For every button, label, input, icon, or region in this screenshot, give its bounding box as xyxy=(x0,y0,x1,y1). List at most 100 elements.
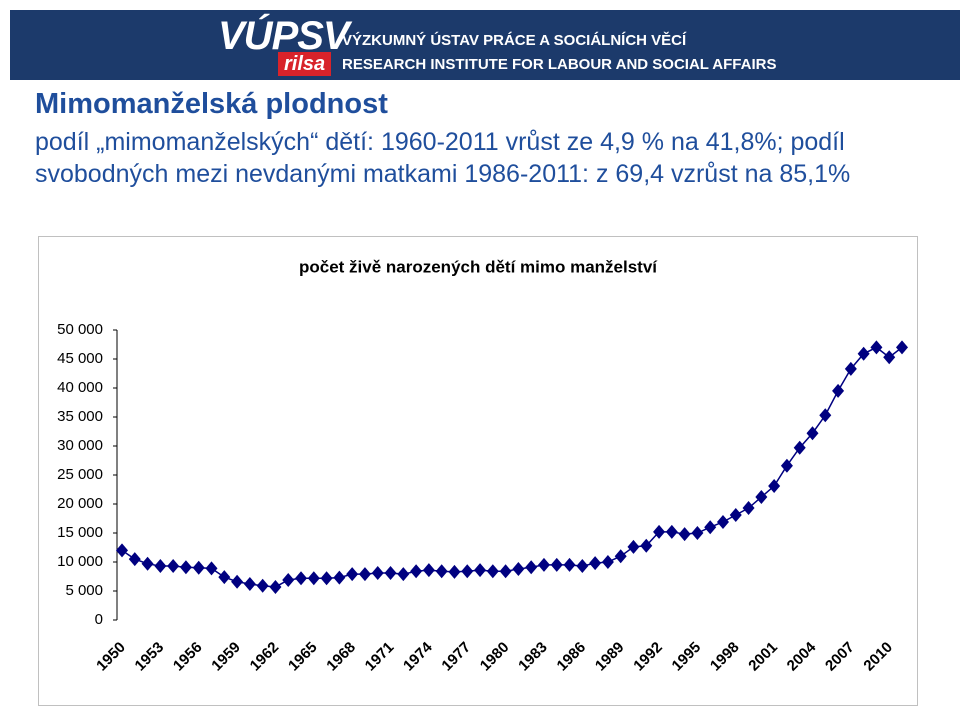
data-point xyxy=(601,555,614,569)
data-point xyxy=(704,520,717,535)
y-tick-label: 5 000 xyxy=(65,582,103,599)
data-point xyxy=(486,564,499,579)
x-tick-label: 1965 xyxy=(285,639,321,675)
data-point xyxy=(307,571,320,586)
institute-name: VÝZKUMNÝ ÚSTAV PRÁCE A SOCIÁLNÍCH VĚCÍ xyxy=(342,32,687,49)
data-point xyxy=(128,552,141,567)
x-tick-label: 1995 xyxy=(669,639,705,675)
data-point xyxy=(665,524,678,539)
chart-title: počet živě narozených dětí mimo manželst… xyxy=(299,257,658,276)
y-tick-label: 10 000 xyxy=(57,553,103,570)
data-point xyxy=(614,549,627,564)
data-point xyxy=(243,577,256,592)
data-point xyxy=(269,579,282,594)
x-tick-label: 1968 xyxy=(323,639,359,675)
data-point xyxy=(461,564,474,579)
data-point xyxy=(691,526,704,540)
data-point xyxy=(333,570,346,585)
data-point xyxy=(716,514,729,529)
data-point xyxy=(883,350,896,365)
data-point xyxy=(154,559,167,574)
data-point xyxy=(474,563,487,578)
slide-subtitle: podíl „mimomanželských“ dětí: 1960-2011 … xyxy=(35,128,851,188)
y-tick-label: 20 000 xyxy=(57,495,103,512)
data-point xyxy=(410,564,423,579)
x-tick-label: 1992 xyxy=(630,639,666,675)
data-point xyxy=(793,440,806,455)
x-tick-label: 1983 xyxy=(515,639,551,675)
data-point xyxy=(141,556,154,571)
data-point xyxy=(179,560,192,575)
y-tick-label: 40 000 xyxy=(57,379,103,396)
data-point xyxy=(384,566,397,581)
y-tick-label: 30 000 xyxy=(57,437,103,454)
data-point xyxy=(167,559,180,574)
data-point xyxy=(755,490,768,505)
data-point xyxy=(448,564,461,579)
data-point xyxy=(116,543,128,558)
x-tick-label: 1950 xyxy=(93,639,129,675)
data-point xyxy=(844,361,857,376)
data-point xyxy=(512,561,525,576)
data-point xyxy=(537,557,550,572)
x-tick-label: 1977 xyxy=(438,639,474,675)
data-point xyxy=(640,538,653,553)
x-tick-label: 2010 xyxy=(860,639,896,675)
logo-sub: rilsa xyxy=(278,52,332,76)
data-point xyxy=(806,426,819,441)
slide-title: Mimomanželská plodnost xyxy=(35,88,388,120)
x-tick-label: 1956 xyxy=(170,639,206,675)
data-point xyxy=(742,501,755,516)
data-point xyxy=(218,570,231,585)
data-point xyxy=(256,578,269,593)
data-point xyxy=(832,383,845,398)
data-point xyxy=(653,524,666,539)
y-tick-label: 45 000 xyxy=(57,350,103,367)
institute-name-en: RESEARCH INSTITUTE FOR LABOUR AND SOCIAL… xyxy=(342,56,777,73)
logo: VÚPSV xyxy=(218,14,350,58)
data-point xyxy=(282,572,295,587)
data-point xyxy=(550,557,563,572)
data-point xyxy=(371,566,384,581)
data-point xyxy=(576,559,589,574)
x-tick-label: 1971 xyxy=(362,639,398,675)
data-point xyxy=(320,571,333,586)
data-point xyxy=(563,557,576,572)
y-tick-label: 50 000 xyxy=(57,321,103,338)
chart-frame xyxy=(38,236,918,706)
data-point xyxy=(678,527,691,542)
y-tick-label: 25 000 xyxy=(57,466,103,483)
data-point xyxy=(422,563,435,578)
data-point xyxy=(358,567,371,582)
data-point xyxy=(346,567,359,582)
x-tick-label: 1986 xyxy=(554,639,590,675)
data-point xyxy=(857,346,870,361)
data-point xyxy=(525,560,538,575)
data-point xyxy=(780,458,793,473)
x-tick-label: 1974 xyxy=(400,638,436,674)
data-point xyxy=(870,340,883,355)
data-point xyxy=(589,556,602,571)
data-point xyxy=(295,571,308,586)
data-point xyxy=(729,508,742,523)
y-tick-label: 0 xyxy=(95,611,103,628)
x-tick-label: 1998 xyxy=(707,639,743,675)
y-tick-label: 15 000 xyxy=(57,524,103,541)
data-point xyxy=(397,567,410,582)
x-tick-label: 1959 xyxy=(208,639,244,675)
x-tick-label: 2001 xyxy=(745,639,781,675)
x-tick-label: 2007 xyxy=(822,639,858,675)
data-point xyxy=(192,560,205,575)
x-tick-label: 1989 xyxy=(592,639,628,675)
data-point xyxy=(768,479,781,494)
y-tick-label: 35 000 xyxy=(57,408,103,425)
data-point xyxy=(627,539,640,554)
data-point xyxy=(896,340,908,355)
header-band: VÚPSV rilsa VÝZKUMNÝ ÚSTAV PRÁCE A SOCIÁ… xyxy=(10,10,960,80)
x-tick-label: 1953 xyxy=(132,639,168,675)
data-point xyxy=(231,574,244,589)
x-tick-label: 1980 xyxy=(477,639,513,675)
x-tick-label: 2004 xyxy=(784,638,820,674)
